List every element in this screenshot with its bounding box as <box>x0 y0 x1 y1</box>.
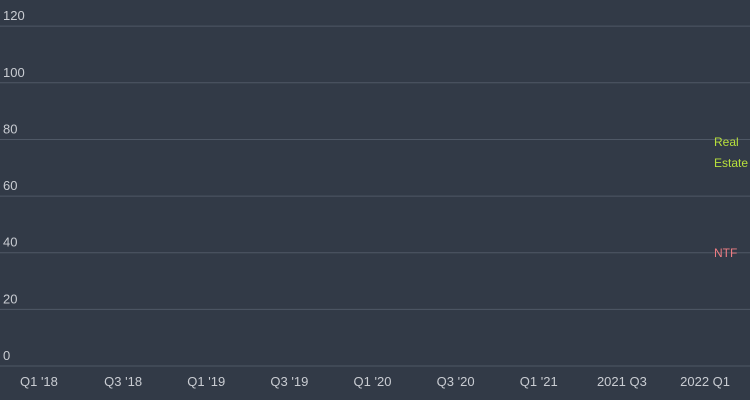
y-tick-label: 20 <box>3 291 17 306</box>
y-tick-label: 80 <box>3 121 17 136</box>
y-tick-label: 40 <box>3 235 17 250</box>
legend-label: NTF <box>714 245 738 260</box>
x-tick-label: Q3 '19 <box>270 374 308 389</box>
x-tick-label: 2022 Q1 <box>680 374 730 389</box>
y-tick-label: 120 <box>3 8 25 23</box>
x-tick-label: Q3 '18 <box>104 374 142 389</box>
x-tick-label: Q1 '19 <box>187 374 225 389</box>
x-tick-label: Q1 '20 <box>354 374 392 389</box>
x-tick-label: Q3 '20 <box>437 374 475 389</box>
y-tick-label: 100 <box>3 65 25 80</box>
x-tick-label: Q1 '18 <box>20 374 58 389</box>
x-tick-label: Q1 '21 <box>520 374 558 389</box>
y-tick-label: 60 <box>3 178 17 193</box>
legend-label: Real Estate <box>714 135 749 171</box>
x-tick-label: 2021 Q3 <box>597 374 647 389</box>
y-tick-label: 0 <box>3 348 10 363</box>
